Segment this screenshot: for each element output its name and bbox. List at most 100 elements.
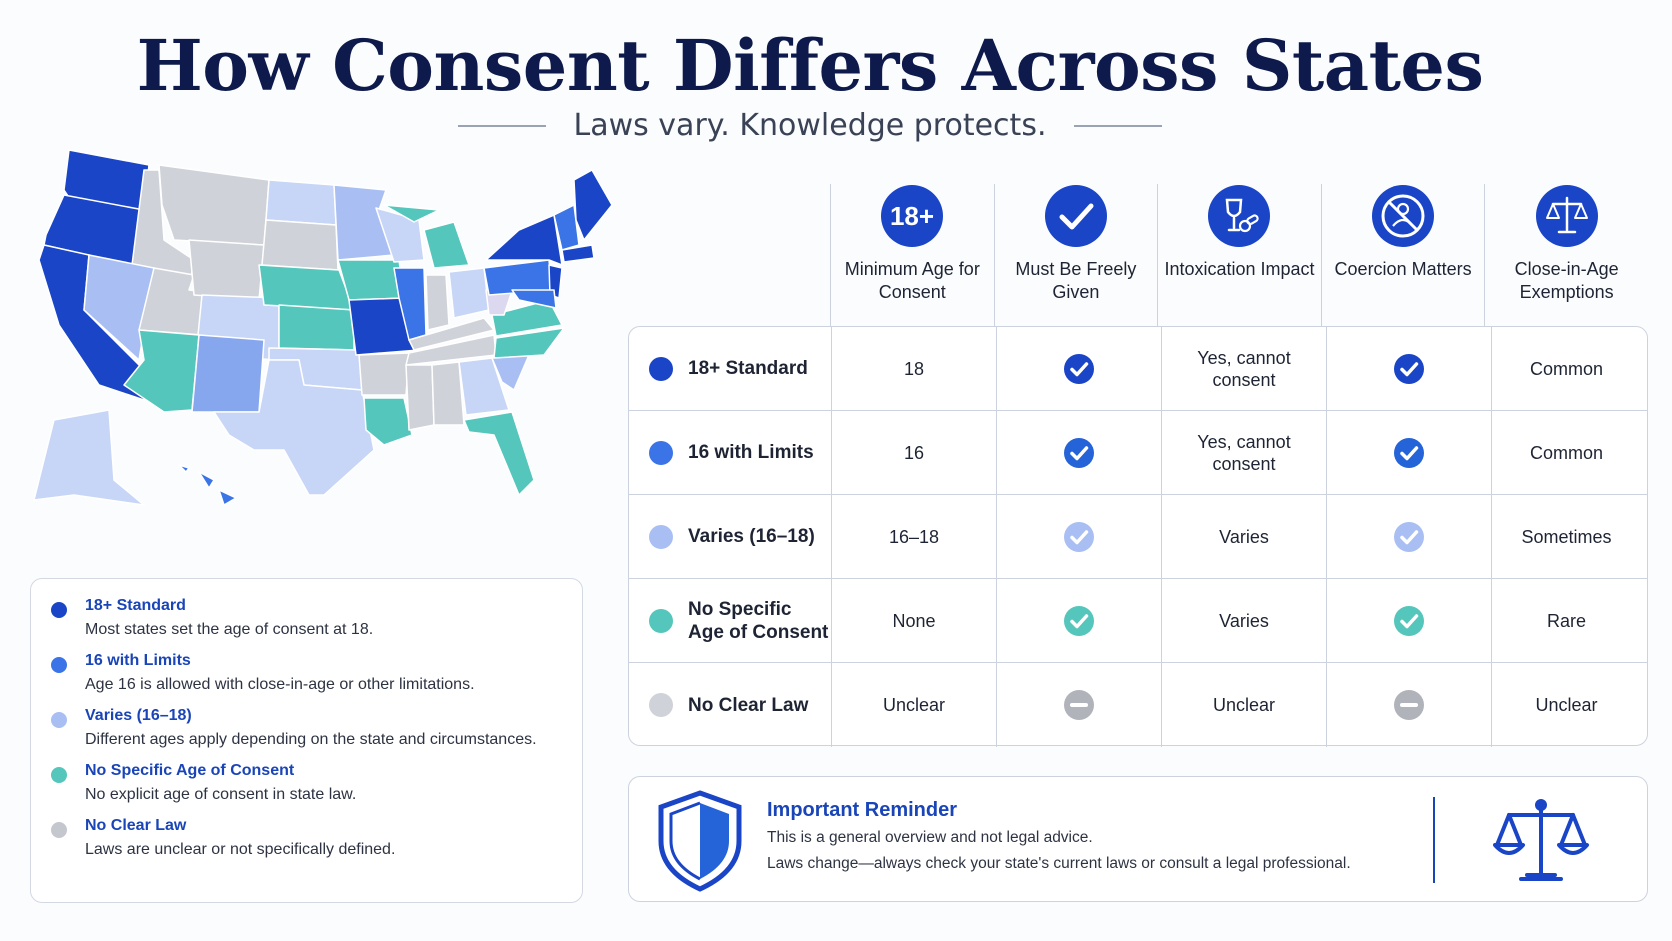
intoxication-text: Varies [1219,610,1269,631]
state-new-mexico [191,334,265,413]
legend-text: No Specific Age of Consent No explicit ag… [85,762,356,817]
reminder-text-2: Laws change—always check your state's cu… [767,855,1351,872]
check-circle-icon [1064,605,1094,636]
cell-freely-given [996,579,1161,662]
legend-title: 18+ Standard [85,597,186,614]
subtitle-divider-right [1074,124,1163,127]
legend-item: Varies (16–18) Different ages apply depen… [51,707,562,762]
state-north-dakota [265,179,337,226]
state-ohio [448,267,490,319]
comparison-table: 18+ Standard 18 Yes, cannot consent Common 1… [628,326,1648,747]
col-label-minimum-age: Minimum Age for Consent [844,259,980,302]
state-michigan-upper [383,204,440,223]
reminder-divider [1433,797,1435,883]
row-color-dot [649,524,673,549]
cell-intoxication: Yes, cannot consent [1161,411,1326,494]
cell-close-in-age: Common [1491,411,1641,494]
check-circle-icon [1394,605,1424,636]
table-header: 18+ Minimum Age for Consent Must Be Free… [830,184,1648,326]
scales-icon [1535,185,1598,247]
cell-intoxication: Varies [1161,579,1326,662]
cell-intoxication: Unclear [1161,663,1326,747]
legend-item: 16 with Limits Age 16 is allowed with clo… [51,652,562,707]
dash-icon [1064,690,1094,720]
check-circle-icon [1064,437,1094,468]
cell-intoxication: Varies [1161,495,1326,578]
check-circle-icon [1394,437,1424,468]
legend-description: Most states set the age of consent at 18… [85,621,374,638]
cell-close-in-age: Common [1491,327,1641,410]
cell-minimum-age: 16–18 [831,495,996,578]
table-row: Varies (16–18) 16–18 Varies Sometimes [629,495,1647,579]
intoxication-text: Varies [1219,526,1269,547]
legend-color-dot [51,767,67,783]
legend-description: Laws are unclear or not specifically def… [85,841,396,858]
page-subtitle: Laws vary. Knowledge protects. [573,108,1047,143]
row-category: 16 with Limits [629,411,831,494]
cell-freely-given [996,327,1161,410]
cell-minimum-age: 18 [831,327,996,410]
legend-color-dot [51,602,67,618]
cell-coercion [1326,411,1491,494]
legend-item: 18+ Standard Most states set the age of c… [51,597,562,652]
row-label: 16 with Limits [688,442,814,463]
intoxication-text: Yes, cannot consent [1197,431,1291,474]
legend-color-dot [51,822,67,838]
row-label: No Specific Age of Consent [688,598,829,643]
state-montana [158,164,270,246]
check-circle-icon [1394,521,1424,552]
state-kentucky [408,317,495,351]
col-label-freely-given: Must Be Freely Given [1015,259,1137,302]
state-iowa [337,259,405,301]
table-row: 16 with Limits 16 Yes, cannot consent Commo… [629,411,1647,495]
row-label: Varies (16–18) [688,526,815,547]
cell-coercion [1326,579,1491,662]
table-row: No Specific Age of Consent None Varies Rare [629,579,1647,663]
legend-description: Different ages apply depending on the st… [85,731,537,748]
table-row: 18+ Standard 18 Yes, cannot consent Common [629,327,1647,411]
legend-text: Varies (16–18) Different ages apply depen… [85,707,537,762]
state-nebraska [258,264,355,311]
18-plus-icon: 18+ [881,185,944,247]
row-category: No Specific Age of Consent [629,579,831,662]
legend-title: 16 with Limits [85,652,191,669]
legend-color-dot [51,657,67,673]
important-reminder-panel: Important Reminder This is a general ove… [628,776,1648,902]
legend-item: No Specific Age of Consent No explicit ag… [51,762,562,817]
cell-close-in-age: Rare [1491,579,1641,662]
cell-minimum-age: Unclear [831,663,996,747]
state-vermont-nh [553,204,580,251]
icon-18-text: 18+ [890,201,934,231]
state-mississippi [405,364,435,431]
state-florida [463,411,535,496]
col-close-in-age: Close-in-Age Exemptions [1484,184,1648,326]
cell-coercion [1326,663,1491,747]
cell-close-in-age: Unclear [1491,663,1641,747]
state-texas [213,359,375,496]
legend-title: Varies (16–18) [85,707,192,724]
state-indiana [425,274,450,331]
reminder-title: Important Reminder [767,799,958,821]
legend-text: 16 with Limits Age 16 is allowed with clo… [85,652,475,707]
state-wyoming [188,239,265,301]
cell-freely-given [996,663,1161,747]
cell-intoxication: Yes, cannot consent [1161,327,1326,410]
col-freely-given: Must Be Freely Given [993,184,1158,326]
subtitle-row: Laws vary. Knowledge protects. [0,108,1620,143]
row-category: Varies (16–18) [629,495,831,578]
state-south-dakota [261,219,339,271]
legend-title: No Clear Law [85,817,187,834]
row-color-dot [649,608,673,633]
legend-item: No Clear Law Laws are unclear or not spec… [51,817,562,872]
cell-freely-given [996,411,1161,494]
cell-minimum-age: None [831,579,996,662]
row-color-dot [649,693,673,717]
check-circle-icon [1394,353,1424,384]
legend-description: No explicit age of consent in state law. [85,786,357,803]
dash-icon [1394,690,1424,720]
cell-coercion [1326,495,1491,578]
check-circle-icon [1064,521,1094,552]
legend-description: Age 16 is allowed with close-in-age or o… [85,676,475,693]
state-arkansas [358,352,410,396]
wine-glass-pills-icon [1208,185,1271,247]
